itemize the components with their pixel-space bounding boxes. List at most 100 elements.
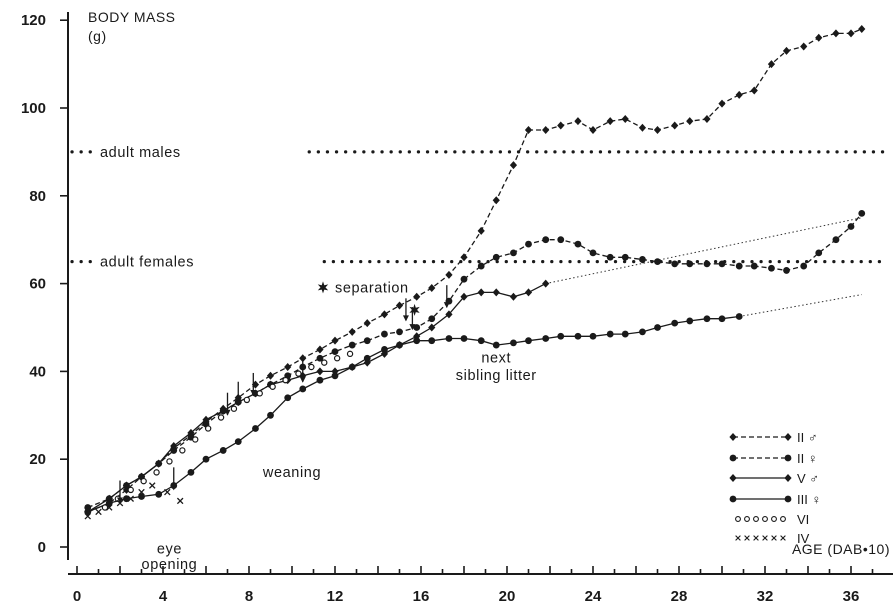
data-point: [179, 447, 186, 454]
data-point: [148, 482, 156, 489]
event-arrow: [299, 359, 306, 383]
data-point: [557, 236, 565, 244]
legend-item: V ♂: [729, 471, 819, 486]
data-point: [266, 371, 275, 380]
legend-label: II ♀: [797, 451, 818, 466]
legend-marker: [744, 535, 750, 541]
data-point: [122, 481, 131, 490]
legend-marker: [771, 535, 777, 541]
data-point: [187, 428, 195, 437]
data-point: [686, 260, 694, 268]
data-point: [858, 24, 866, 33]
data-point: [256, 390, 263, 397]
legend-marker: [780, 535, 786, 541]
legend-item: III ♀: [729, 492, 821, 507]
data-point: [671, 260, 679, 268]
data-point: [589, 332, 597, 340]
annotation-label: weaning: [262, 465, 321, 481]
event-arrow-head: [299, 376, 306, 383]
data-point: [295, 370, 302, 377]
data-point: [589, 125, 597, 134]
data-point: [316, 345, 324, 354]
annotation-label: eye: [157, 542, 182, 558]
data-point: [510, 249, 517, 257]
data-point: [768, 264, 775, 272]
data-point: [127, 495, 135, 502]
data-point: [606, 253, 614, 261]
series: [84, 209, 866, 511]
legend-marker: [762, 535, 768, 541]
legend-marker: [744, 516, 750, 522]
event-arrow-head: [402, 315, 409, 322]
data-point: [267, 411, 274, 419]
data-point: [750, 86, 758, 95]
data-point: [832, 29, 840, 38]
data-point: [95, 508, 102, 516]
event-arrow: [170, 467, 177, 491]
data-point: [192, 436, 199, 443]
legend-marker: [729, 495, 737, 503]
legend-marker: [753, 516, 759, 522]
data-point: [639, 256, 646, 263]
data-point: [703, 114, 711, 123]
x-tick-label: 16: [413, 588, 430, 605]
data-point: [509, 292, 518, 301]
event-arrow-head: [170, 484, 177, 491]
event-arrow-head: [117, 497, 123, 504]
data-point: [735, 90, 743, 99]
annotation-label: next: [481, 351, 511, 367]
data-point: [252, 425, 259, 432]
data-point: [284, 394, 292, 402]
data-point: [782, 46, 791, 55]
data-point: [460, 292, 468, 301]
data-point: [735, 262, 743, 270]
data-point: [492, 196, 500, 205]
legend-item: II ♀: [729, 451, 818, 466]
data-point: [396, 328, 403, 336]
data-point: [204, 425, 212, 432]
data-point: [101, 504, 109, 511]
event-arrow: [250, 372, 257, 396]
data-point: [187, 468, 195, 476]
data-point: [524, 288, 533, 297]
reference-lines: adult males adult females: [70, 145, 886, 271]
data-point: [153, 469, 160, 476]
data-series: [84, 24, 866, 520]
axes: 0 20 40 60 80 100 120 0 4 8 12 16 20 24 28 32 36 BODY MAS…: [21, 9, 893, 605]
data-point: [164, 488, 171, 496]
annotation-label: opening: [142, 557, 198, 573]
data-point: [557, 121, 565, 130]
legend-item: II ♂: [729, 430, 818, 445]
y-axis-title: BODY MASS: [88, 9, 176, 25]
data-point: [718, 260, 726, 268]
data-point: [380, 310, 389, 319]
data-point: [428, 283, 436, 292]
data-point: [525, 240, 532, 248]
legend-marker: [729, 433, 737, 441]
projection-line: [739, 294, 862, 318]
data-point: [176, 497, 184, 505]
data-point: [542, 279, 550, 288]
x-tick-label: 36: [843, 588, 860, 605]
data-point: [316, 354, 324, 362]
legend-item: VI: [735, 512, 809, 527]
event-star: [409, 303, 420, 316]
data-point: [653, 125, 662, 134]
data-point: [606, 117, 614, 126]
data-point: [299, 354, 307, 363]
data-point: [105, 494, 113, 503]
data-point: [396, 341, 403, 349]
data-point: [413, 337, 421, 345]
event-arrow: [402, 298, 409, 322]
x-tick-label: 32: [757, 588, 774, 605]
data-point: [282, 376, 289, 384]
data-point: [445, 335, 453, 342]
x-tick-label: 12: [327, 588, 344, 605]
data-point: [574, 117, 582, 126]
data-point: [492, 288, 500, 297]
data-point: [800, 42, 808, 51]
data-point: [477, 337, 485, 345]
y-tick-label: 120: [21, 12, 46, 29]
data-point: [574, 240, 582, 248]
